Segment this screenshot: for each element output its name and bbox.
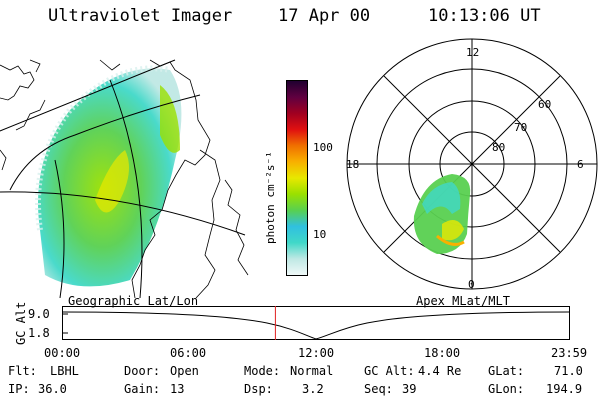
- coastline: [195, 149, 221, 298]
- colorbar-unit-label: photon cm⁻²s⁻¹: [264, 151, 277, 244]
- gcalt-value: 4.4 Re: [418, 364, 462, 378]
- emission-peak: [160, 85, 180, 153]
- image-date: 17 Apr 00: [278, 6, 371, 26]
- instrument-title: Ultraviolet Imager: [48, 6, 233, 26]
- door-value: Open: [170, 364, 199, 378]
- mode-value: Normal: [290, 364, 334, 378]
- polar-caption: Apex MLat/MLT: [416, 294, 510, 308]
- gain-label: Gain:: [124, 382, 161, 396]
- gcalt-label: GC Alt:: [364, 364, 415, 378]
- time-tick-1800: 18:00: [424, 346, 461, 360]
- glat-value: 71.0: [554, 364, 583, 378]
- time-tick-1200: 12:00: [298, 346, 335, 360]
- ip-label: IP:: [8, 382, 30, 396]
- polar-plot: [346, 38, 598, 290]
- altitude-tick-low: 1.8: [28, 326, 50, 340]
- colorbar-tick-10: 10: [313, 228, 327, 241]
- colorbar-tick-100: 100: [313, 141, 333, 154]
- mlat-label-80: 80: [492, 141, 506, 154]
- mlt-label-18: 18: [346, 158, 360, 171]
- emission-peak: [95, 150, 129, 213]
- glat-label: GLat:: [488, 364, 525, 378]
- altitude-tick-high: 9.0: [28, 307, 50, 321]
- seq-value: 39: [402, 382, 417, 396]
- time-tick-0600: 06:00: [170, 346, 207, 360]
- color-bar-gradient: [287, 81, 307, 275]
- color-bar: [286, 80, 308, 276]
- image-time: 10:13:06 UT: [428, 6, 541, 26]
- mlt-label-12: 12: [466, 46, 480, 59]
- dsp-value: 3.2: [302, 382, 324, 396]
- seq-label: Seq:: [364, 382, 393, 396]
- flt-value: LBHL: [50, 364, 79, 378]
- altitude-axis-label: GC Alt: [14, 301, 28, 345]
- glon-value: 194.9: [546, 382, 583, 396]
- map-caption: Geographic Lat/Lon: [68, 294, 199, 308]
- gain-value: 13: [170, 382, 185, 396]
- coastline: [224, 179, 249, 276]
- altitude-curve: [61, 311, 571, 340]
- mlat-label-60: 60: [538, 98, 552, 111]
- time-tick-0000: 00:00: [44, 346, 81, 360]
- coastline: [0, 59, 121, 171]
- coastline: [131, 59, 211, 298]
- altitude-track: [61, 306, 571, 340]
- geographic-map: [0, 59, 249, 298]
- flt-label: Flt:: [8, 364, 37, 378]
- mode-label: Mode:: [244, 364, 281, 378]
- mlt-label-0: 0: [468, 278, 475, 291]
- time-tick-2359: 23:59: [551, 346, 588, 360]
- ip-value: 36.0: [38, 382, 67, 396]
- glon-label: GLon:: [488, 382, 525, 396]
- coastline: [0, 59, 46, 131]
- mlat-label-70: 70: [514, 121, 528, 134]
- mlt-label-6: 6: [577, 158, 584, 171]
- door-label: Door:: [124, 364, 161, 378]
- dsp-label: Dsp:: [244, 382, 273, 396]
